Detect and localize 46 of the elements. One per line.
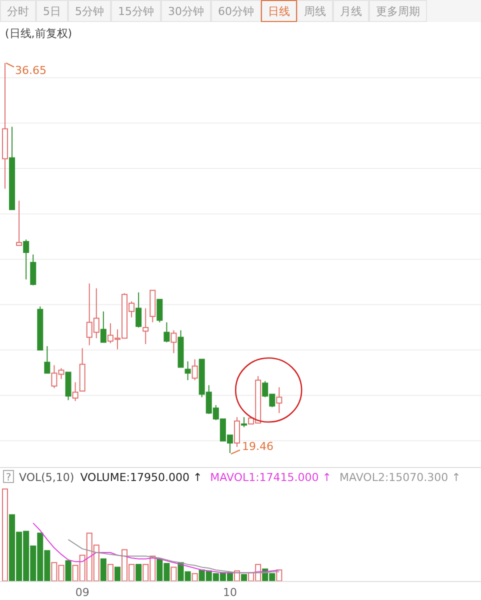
annotation: 19.46 [242,440,274,453]
text: 分时 [7,5,29,18]
bar [241,574,248,582]
candlestick [44,346,50,374]
candlestick [192,358,198,381]
candlestick [184,360,191,381]
candlestick [72,382,78,402]
candlestick [142,308,149,345]
candlestick [100,310,106,343]
bar [192,573,198,582]
candlestick [164,322,170,343]
bar [65,560,72,582]
candlestick [30,254,36,286]
text: 周线 [304,5,326,18]
text: 更多周期 [376,5,420,18]
bar [107,564,114,582]
annotation: 36.65 [15,64,46,77]
chart-title: VOL(5,10) [19,471,74,484]
candlestick [65,372,72,401]
candlestick [136,292,142,328]
text: MAVOL1:17415.000 ↑ [210,471,332,484]
bar [136,564,142,582]
text: 60分钟 [218,5,254,18]
chart-title: (日线,前复权) [5,27,72,40]
text: 30分钟 [168,5,204,18]
candlestick [23,239,30,280]
text: 5日 [43,5,61,18]
text: 月线 [340,5,362,18]
text: MAVOL2:15070.300 ↑ [340,471,461,484]
bar [2,488,8,582]
text: 15分钟 [118,5,154,18]
text: VOLUME:17950.000 ↑ [80,471,202,484]
x-tick-label: 09 [75,586,90,599]
x-tick-label: 10 [222,586,237,599]
candlestick [241,416,248,428]
text: 日线 [268,5,290,18]
bar [170,566,177,582]
candlestick [170,330,177,354]
candlestick [276,386,282,414]
text: ? [6,472,12,484]
text: 5分钟 [75,5,104,18]
bar [100,558,106,582]
bar [114,566,120,582]
candlestick [156,298,163,323]
candlestick [234,416,240,448]
candlestick [16,200,22,246]
